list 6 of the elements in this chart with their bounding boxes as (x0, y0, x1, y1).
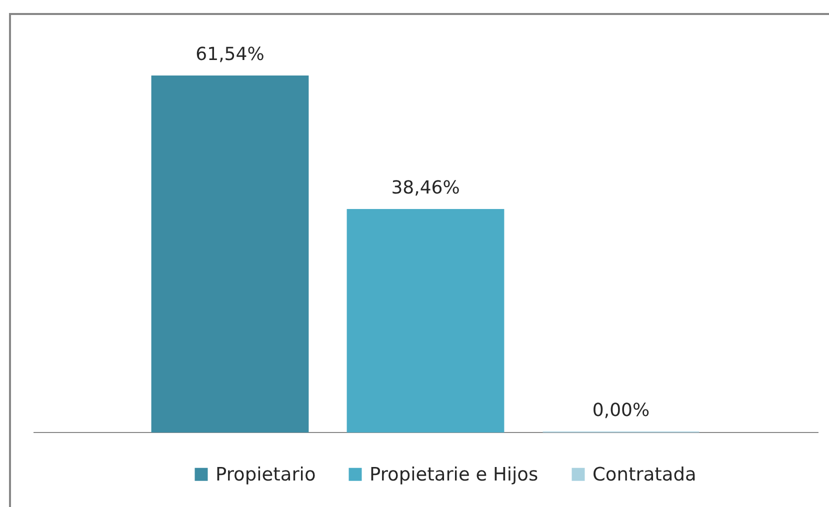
legend-label: Propietarie e Hijos (370, 464, 538, 486)
data-label: 38,46% (391, 178, 460, 199)
legend-label: Propietario (216, 464, 316, 486)
data-label: 61,54% (196, 44, 264, 65)
legend-label: Contratada (592, 464, 696, 486)
data-label: 0,00% (592, 400, 650, 421)
